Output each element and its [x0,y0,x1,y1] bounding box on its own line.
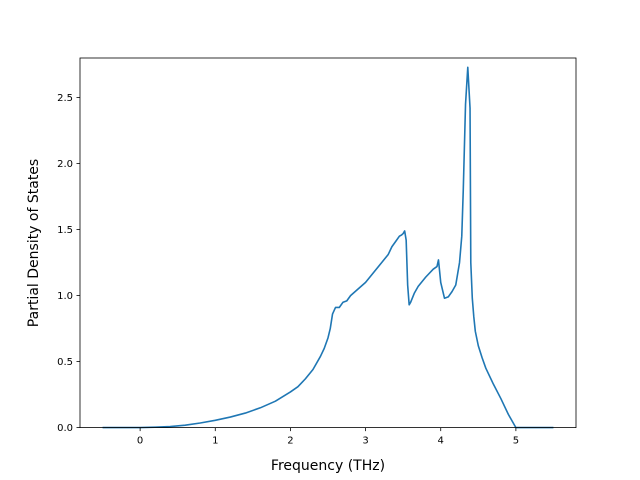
x-tick-label: 0 [137,436,143,447]
y-tick-label: 1.0 [57,291,73,302]
x-tick-label: 1 [212,436,218,447]
x-tick-label: 5 [513,436,519,447]
y-axis-ticks: 0.0 0.5 1.0 1.5 2.0 2.5 [57,93,80,434]
y-tick-label: 1.5 [57,225,73,236]
x-axis-label: Frequency (THz) [271,458,385,474]
y-tick-label: 2.0 [57,159,73,170]
x-tick-label: 3 [362,436,368,447]
x-tick-label: 4 [438,436,444,447]
x-tick-label: 2 [287,436,293,447]
axes-frame [79,57,577,429]
x-axis-ticks: 0 1 2 3 4 5 [137,427,519,447]
y-tick-label: 0.0 [57,423,73,434]
plot-area [79,57,577,429]
series-line [102,66,554,429]
y-tick-label: 0.5 [57,357,73,368]
y-axis-label: Partial Density of States [26,159,42,327]
y-tick-label: 2.5 [57,93,73,104]
